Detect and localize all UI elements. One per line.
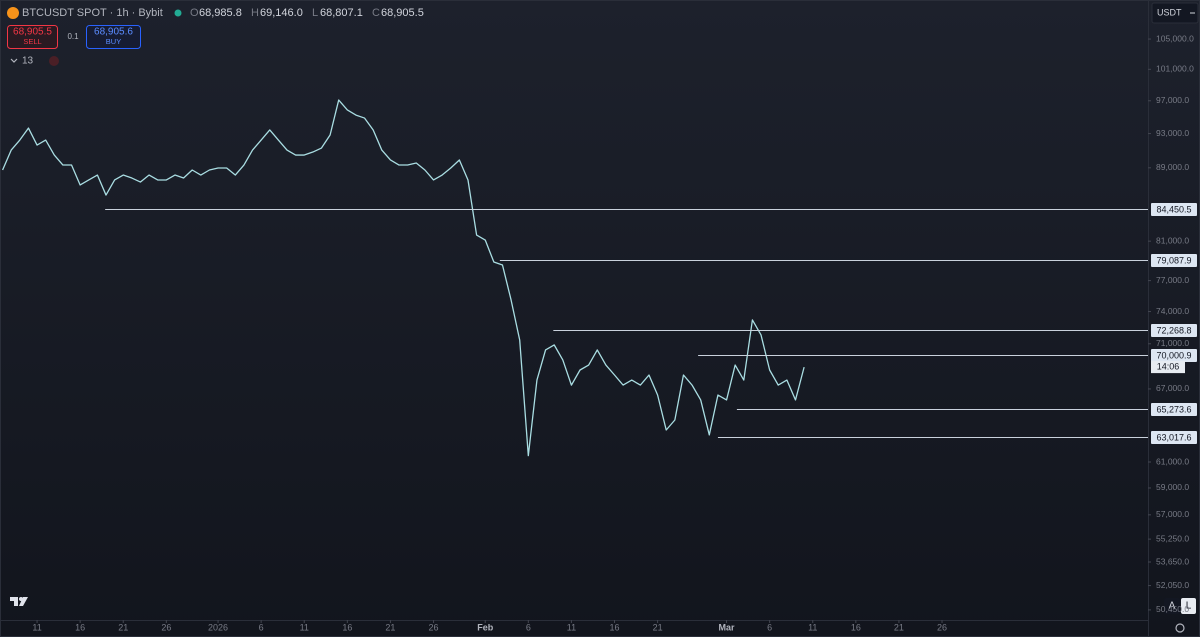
x-tick-label: 21 [653,622,663,632]
x-tick-label: 11 [808,622,817,632]
x-tick-label: 11 [300,622,309,632]
level-label-box [1151,403,1197,416]
y-tick-label: 89,000.0 [1156,162,1189,172]
auto-button[interactable] [1164,598,1180,614]
x-tick-label: 16 [609,622,619,632]
auto-label[interactable]: A [1169,601,1176,612]
ohlc-label: H [251,7,259,19]
x-tick-label: Feb [477,622,494,632]
buy-button[interactable]: 68,905.6 BUY [86,25,141,49]
y-tick-label: 97,000.0 [1156,95,1189,105]
x-tick-label: 21 [118,622,128,632]
y-tick-label: 61,000.0 [1156,456,1189,466]
ohlc-value: 69,146.0 [260,7,303,19]
level-label-box [1151,203,1197,216]
x-tick-label: 21 [385,622,395,632]
alert-badge [49,56,59,66]
level-label-box [1151,254,1197,267]
sell-label[interactable]: SELL [23,37,41,46]
collapse-icon[interactable] [10,58,18,63]
x-tick-label: 11 [567,622,576,632]
x-tick-label: 6 [526,622,531,632]
buy-label[interactable]: BUY [106,37,121,46]
sell-box[interactable] [7,25,58,49]
x-tick-label: 6 [259,622,264,632]
symbol[interactable]: BTCUSDT SPOT · 1h · Bybit [22,7,163,19]
currency[interactable]: USDT [1157,7,1182,17]
market-status [174,9,182,17]
ohlc-label: O [190,7,199,19]
x-tick-label: 26 [161,622,171,632]
level-label: 84,450.5 [1156,204,1191,214]
y-tick-label: 93,000.0 [1156,128,1189,138]
sell-button[interactable]: 68,905.5 SELL [7,25,58,49]
price-line [1,99,805,457]
ohlc-value: 68,807.1 [320,7,363,19]
ohlc-label: C [372,7,380,19]
currency-box[interactable] [1151,2,1199,24]
countdown: 14:06 [1157,361,1180,371]
y-tick-label: 81,000.0 [1156,235,1189,245]
ohlc-value: 68,985.8 [199,7,242,19]
log-button[interactable] [1181,598,1196,614]
y-tick-label: 105,000.0 [1156,33,1194,43]
buy-price[interactable]: 68,905.6 [94,27,133,38]
y-tick-label: 74,000.0 [1156,306,1189,316]
indicators-count[interactable]: 13 [22,56,34,67]
log-label[interactable]: L [1186,601,1192,612]
logo [10,597,28,606]
y-tick-label: 77,000.0 [1156,275,1189,285]
x-tick-label: 6 [767,622,772,632]
x-tick-label: 2026 [208,622,228,632]
y-tick-label: 55,250.0 [1156,533,1189,543]
x-tick-label: 16 [75,622,85,632]
level-label: 70,000.9 [1156,350,1191,360]
y-tick-label: 101,000.0 [1156,64,1194,74]
level-label-box [1151,324,1197,337]
y-tick-label: 53,650.0 [1156,556,1189,566]
sell-price[interactable]: 68,905.5 [13,27,52,38]
y-tick-label: 57,000.0 [1156,509,1189,519]
plot-area [1,99,1148,457]
x-tick-label: 16 [851,622,861,632]
level-label-box [1151,431,1197,444]
level-label-box [1151,349,1197,362]
quantity[interactable]: 0.1 [67,32,79,41]
logo-part [19,597,28,606]
x-tick-label: 21 [894,622,904,632]
level-label: 65,273.6 [1156,404,1191,414]
x-tick-label: Mar [719,622,736,632]
y-tick-label: 67,000.0 [1156,383,1189,393]
x-tick-label: 16 [342,622,352,632]
level-label: 63,017.6 [1156,432,1191,442]
x-tick-label: 26 [937,622,947,632]
level-label: 79,087.9 [1156,255,1191,265]
x-tick-label: 11 [32,622,41,632]
ohlc-value: 68,905.5 [381,7,424,19]
settings-icon[interactable] [1175,623,1185,633]
y-tick-label: 50,450.0 [1156,604,1189,614]
y-tick-label: 71,000.0 [1156,338,1189,348]
countdown-box [1151,361,1185,374]
logo-part [14,597,18,606]
buy-box[interactable] [86,25,141,49]
level-label: 72,268.8 [1156,325,1191,335]
y-tick-label: 52,050.0 [1156,580,1189,590]
y-tick-label: 59,000.0 [1156,482,1189,492]
ohlc-label: L [312,7,318,19]
x-tick-label: 26 [429,622,439,632]
symbol-icon [7,7,19,19]
